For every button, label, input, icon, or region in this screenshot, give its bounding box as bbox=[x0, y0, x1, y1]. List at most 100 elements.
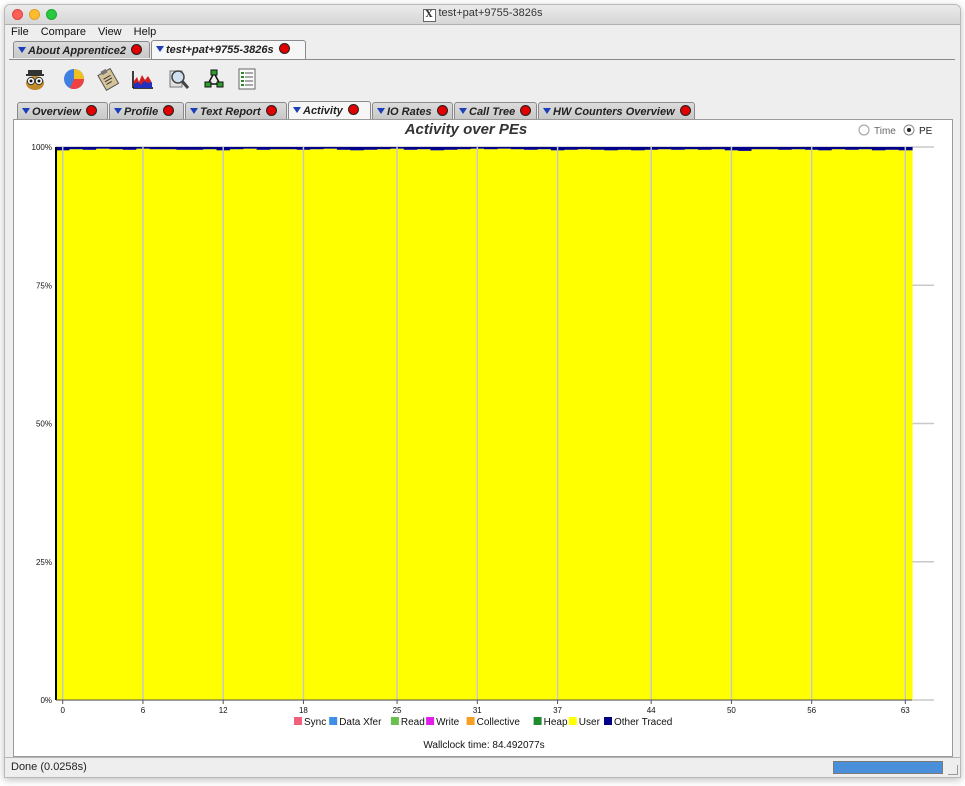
bar-user bbox=[377, 149, 391, 700]
close-window-button[interactable] bbox=[12, 9, 23, 20]
close-tab-icon[interactable] bbox=[163, 105, 175, 116]
bar-user bbox=[524, 149, 539, 700]
bar-other-traced bbox=[203, 147, 218, 150]
magnifier-icon[interactable] bbox=[167, 67, 191, 91]
bar-other-traced bbox=[698, 147, 712, 150]
bar-user bbox=[510, 149, 525, 700]
bar-other-traced bbox=[885, 147, 900, 150]
bar-user bbox=[778, 149, 793, 700]
x-tick-label: 37 bbox=[553, 706, 562, 715]
tab-text-report[interactable]: Text Report bbox=[185, 102, 287, 119]
resize-grip-icon[interactable] bbox=[948, 765, 958, 775]
bar-other-traced bbox=[738, 147, 753, 151]
status-bar: Done (0.0258s) bbox=[5, 757, 960, 777]
bar-other-traced bbox=[791, 147, 806, 150]
bar-user bbox=[82, 149, 97, 700]
tab-menu-triangle-icon[interactable] bbox=[377, 108, 385, 114]
bar-user bbox=[203, 149, 218, 700]
bar-user bbox=[149, 149, 164, 700]
histogram-icon[interactable] bbox=[131, 67, 155, 91]
bar-user bbox=[270, 149, 284, 700]
tab-hw-counters-overview[interactable]: HW Counters Overview bbox=[538, 102, 695, 119]
report-icon[interactable] bbox=[235, 67, 259, 91]
pie-chart-icon[interactable] bbox=[62, 67, 86, 91]
time-radio-label: Time bbox=[874, 126, 896, 137]
bar-user bbox=[457, 149, 472, 700]
bar-user bbox=[350, 150, 365, 700]
menu-view[interactable]: View bbox=[97, 26, 122, 38]
pe-radio-label: PE bbox=[919, 126, 933, 137]
tab-menu-triangle-icon[interactable] bbox=[459, 108, 467, 114]
bar-other-traced bbox=[403, 147, 418, 150]
bar-other-traced bbox=[617, 147, 632, 150]
time-radio[interactable] bbox=[858, 124, 870, 136]
bar-other-traced bbox=[96, 147, 111, 149]
call-graph-icon[interactable] bbox=[202, 67, 226, 91]
tab-call-tree[interactable]: Call Tree bbox=[454, 102, 537, 119]
bar-user bbox=[818, 150, 833, 700]
progress-bar bbox=[833, 761, 943, 774]
doc-tab-test[interactable]: test+pat+9755-3826s bbox=[151, 40, 306, 59]
pe-radio-dot bbox=[907, 128, 911, 132]
legend-label: Other Traced bbox=[614, 717, 672, 728]
tab-menu-triangle-icon[interactable] bbox=[156, 46, 164, 52]
clipboard-icon[interactable] bbox=[96, 67, 120, 91]
owl-icon[interactable] bbox=[23, 67, 47, 91]
tab-overview[interactable]: Overview bbox=[17, 102, 108, 119]
close-tab-icon[interactable] bbox=[520, 105, 532, 116]
tab-io-rates[interactable]: IO Rates bbox=[372, 102, 453, 119]
menu-help[interactable]: Help bbox=[133, 26, 157, 38]
bar-user bbox=[163, 149, 177, 700]
close-tab-icon[interactable] bbox=[436, 105, 448, 116]
x-tick-label: 6 bbox=[141, 706, 146, 715]
close-tab-icon[interactable] bbox=[85, 105, 97, 116]
bar-other-traced bbox=[510, 147, 525, 150]
bar-other-traced bbox=[82, 147, 97, 150]
bar-other-traced bbox=[537, 147, 552, 150]
y-tick-label: 25% bbox=[36, 558, 52, 567]
tab-menu-triangle-icon[interactable] bbox=[190, 108, 198, 114]
bar-user bbox=[591, 149, 605, 700]
bar-user bbox=[845, 149, 860, 700]
bar-other-traced bbox=[845, 147, 860, 150]
tab-activity[interactable]: Activity bbox=[288, 101, 371, 120]
bar-user bbox=[698, 149, 712, 700]
bar-user bbox=[858, 149, 873, 700]
divider bbox=[9, 59, 955, 60]
bar-other-traced bbox=[871, 147, 886, 151]
tab-menu-triangle-icon[interactable] bbox=[543, 108, 551, 114]
chart-title: Activity over PEs bbox=[404, 121, 528, 138]
menu-file[interactable]: File bbox=[11, 26, 29, 38]
close-tab-icon[interactable] bbox=[131, 44, 142, 55]
tab-menu-triangle-icon[interactable] bbox=[293, 107, 301, 113]
menu-compare[interactable]: Compare bbox=[40, 26, 86, 38]
bar-user bbox=[684, 149, 699, 700]
y-tick-label: 50% bbox=[36, 420, 52, 429]
bar-user bbox=[764, 149, 779, 700]
bar-other-traced bbox=[229, 147, 244, 150]
zoom-window-button[interactable] bbox=[46, 9, 57, 20]
close-tab-icon[interactable] bbox=[347, 104, 359, 115]
chart-legend: Sync Data Xfer Read Write Collective Heap User… bbox=[294, 717, 672, 728]
bar-user bbox=[617, 149, 632, 700]
bar-other-traced bbox=[831, 147, 846, 150]
doc-tab-about[interactable]: About Apprentice2 bbox=[13, 41, 150, 58]
close-tab-icon[interactable] bbox=[278, 43, 290, 54]
bar-other-traced bbox=[524, 147, 539, 150]
tab-menu-triangle-icon[interactable] bbox=[22, 108, 30, 114]
tab-menu-triangle-icon[interactable] bbox=[18, 47, 26, 53]
legend-label: Read bbox=[401, 717, 425, 728]
tab-menu-triangle-icon[interactable] bbox=[114, 108, 122, 114]
bar-other-traced bbox=[484, 147, 498, 150]
bar-user bbox=[751, 149, 766, 700]
bar-other-traced bbox=[858, 147, 873, 150]
bar-user bbox=[631, 150, 646, 700]
x-tick-label: 63 bbox=[901, 706, 910, 715]
close-tab-icon[interactable] bbox=[265, 105, 277, 116]
y-tick-label: 100% bbox=[32, 143, 52, 152]
close-tab-icon[interactable] bbox=[679, 105, 691, 116]
tab-profile[interactable]: Profile bbox=[109, 102, 184, 119]
minimize-window-button[interactable] bbox=[29, 9, 40, 20]
x-tick-label: 31 bbox=[473, 706, 482, 715]
